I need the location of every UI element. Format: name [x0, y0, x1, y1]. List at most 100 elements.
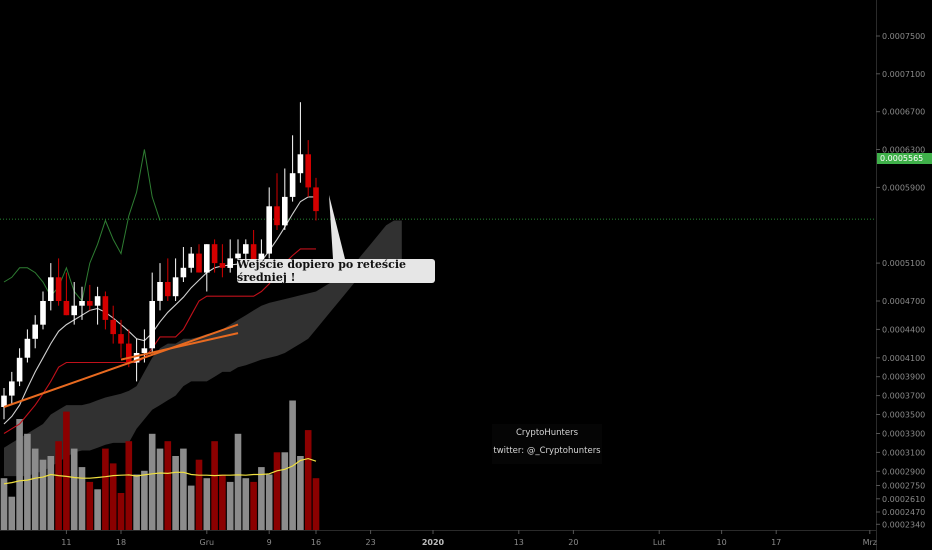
- time-tick-label: 20: [568, 538, 578, 547]
- candle-body: [274, 206, 280, 226]
- volume-bar: [133, 474, 140, 530]
- volume-bar: [187, 485, 195, 530]
- candle-body: [63, 301, 70, 316]
- time-tick-label: 9: [267, 538, 272, 547]
- price-tick-label: 0.0007500: [882, 32, 925, 41]
- volume-bar: [164, 441, 172, 530]
- candle-body: [126, 343, 132, 363]
- volume-bar: [70, 448, 78, 530]
- time-tick-label: Mrz: [863, 538, 877, 547]
- candle-body: [141, 348, 148, 353]
- price-tick-label: 0.0004700: [882, 297, 925, 306]
- price-tick-label: 0.0004400: [882, 325, 925, 334]
- time-axis[interactable]: 11 18 Gru 9 16 23 2020 13 20 Lut 10 17 Mrz: [61, 530, 877, 547]
- price-tick-label: 0.0006700: [882, 108, 925, 117]
- candle-body: [172, 277, 179, 297]
- candle-body: [16, 357, 23, 382]
- volume-bar: [297, 456, 304, 530]
- price-axis[interactable]: 0.0007500 0.0007100 0.0006700 0.0006300 0.00…: [876, 32, 925, 529]
- candle-body: [9, 381, 15, 396]
- price-tick-label: 0.0002900: [882, 467, 925, 476]
- volume-bar: [39, 459, 47, 530]
- price-tick-label: 0.0005100: [882, 259, 925, 268]
- candle-body: [235, 253, 241, 259]
- callout-pointer: [329, 195, 345, 259]
- volume-bar: [203, 478, 211, 530]
- candle-body: [165, 282, 171, 297]
- price-tick-label: 0.0005900: [882, 183, 925, 192]
- time-tick-label: Gru: [200, 538, 215, 547]
- candle-body: [87, 301, 93, 306]
- ichimoku-cloud: [4, 220, 402, 477]
- volume-bar: [55, 441, 62, 530]
- volume-bar: [258, 467, 265, 530]
- candle-body: [79, 301, 85, 306]
- candle-body: [297, 154, 304, 174]
- volume-bar: [234, 433, 242, 530]
- candle-body: [32, 324, 38, 339]
- volume-bar: [117, 493, 125, 530]
- price-tick-label: 0.0006300: [882, 146, 925, 155]
- time-tick-label: 11: [61, 538, 71, 547]
- volume-bar: [94, 489, 101, 530]
- time-tick-label: 17: [771, 538, 781, 547]
- time-tick-label: 18: [116, 538, 126, 547]
- volume-bar: [78, 467, 86, 530]
- price-tick-label: 0.0007100: [882, 70, 925, 79]
- volume-bar: [226, 481, 234, 530]
- time-tick-label: 10: [717, 538, 727, 547]
- candle-body: [266, 206, 272, 254]
- last-price-label: 0.0005565: [877, 153, 932, 164]
- volume-bar: [125, 441, 133, 530]
- volume-bar: [273, 452, 281, 530]
- price-tick-label: 0.0002750: [882, 482, 925, 491]
- candle-body: [250, 244, 257, 268]
- candle-body: [102, 296, 109, 320]
- candle-body: [204, 244, 210, 273]
- volume-bars: [0, 400, 320, 530]
- candle-body: [180, 267, 187, 278]
- candle-body: [149, 301, 155, 349]
- volume-bar: [281, 452, 289, 530]
- time-tick-label: 2020: [422, 538, 445, 547]
- candle-body: [305, 154, 311, 188]
- volume-bar: [250, 481, 257, 530]
- time-tick-label: Lut: [653, 538, 666, 547]
- candle-body: [40, 301, 46, 325]
- candle-body: [71, 305, 77, 316]
- candle-body: [211, 244, 218, 264]
- price-tick-label: 0.0002470: [882, 508, 925, 517]
- price-tick-label: 0.0002610: [882, 495, 925, 504]
- time-tick-label: 16: [311, 538, 321, 547]
- ema-slow-line: [3, 248, 316, 434]
- candle-body: [157, 282, 163, 301]
- volume-bar: [8, 496, 16, 530]
- volume-bar: [0, 478, 8, 530]
- volume-bar: [219, 474, 226, 530]
- volume-ma-line: [3, 457, 317, 485]
- price-tick-label: 0.0003500: [882, 411, 925, 420]
- volume-bar: [148, 433, 156, 530]
- price-tick-label: 0.0003100: [882, 448, 925, 457]
- candle-body: [110, 319, 116, 335]
- volume-bar: [102, 448, 109, 530]
- time-tick-label: 13: [514, 538, 524, 547]
- candle-body: [227, 258, 233, 268]
- price-tick-label: 0.0004100: [882, 354, 925, 363]
- candle-body: [24, 338, 31, 358]
- candle-body: [289, 173, 296, 197]
- volume-bar: [195, 459, 203, 530]
- cloud-area: [4, 220, 402, 477]
- price-tick-label: 0.0002340: [882, 520, 925, 529]
- volume-bar: [289, 400, 296, 530]
- volume-bar: [109, 463, 117, 530]
- candle-body: [133, 353, 140, 363]
- annotation-callout[interactable]: Wejście dopiero po reteście średniej !: [237, 258, 435, 284]
- price-tick-label: 0.0003900: [882, 373, 925, 382]
- time-tick-label: 23: [366, 538, 376, 547]
- candle-body: [196, 253, 202, 273]
- candle-body: [219, 263, 226, 268]
- watermark: CryptoHunters twitter: @_Cryptohunters: [492, 424, 602, 464]
- volume-bar: [31, 448, 39, 530]
